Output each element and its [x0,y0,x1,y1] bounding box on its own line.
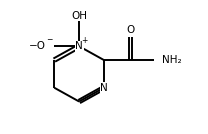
Text: −: − [46,35,53,44]
Text: NH₂: NH₂ [162,55,182,65]
Text: N: N [75,41,83,51]
Text: N: N [100,83,108,93]
Text: O: O [126,25,134,35]
Text: OH: OH [71,11,87,21]
Text: +: + [81,36,87,45]
Text: −O: −O [29,41,46,51]
